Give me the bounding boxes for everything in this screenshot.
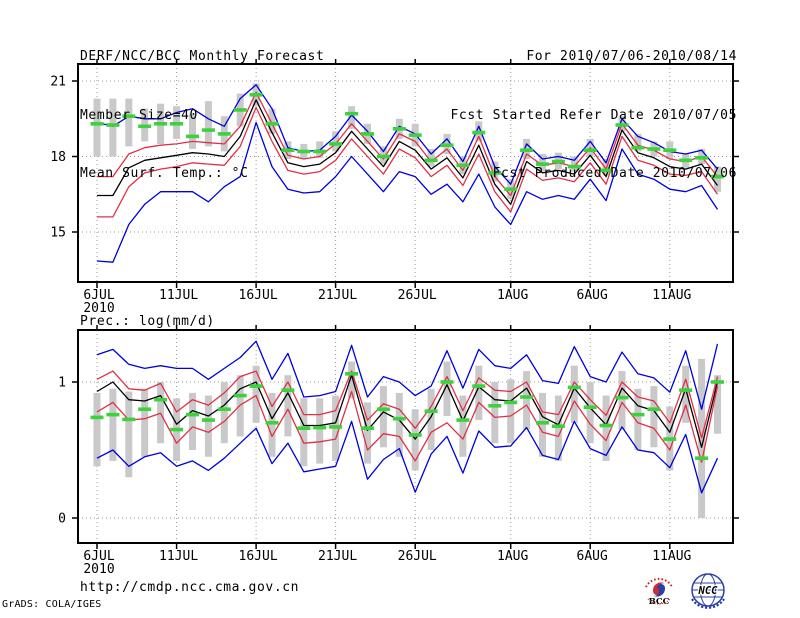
refer-date-label: Fcst Started Refer Date 2010/07/05 — [450, 107, 737, 123]
prec-ensemble-max-line — [96, 340, 719, 410]
prec-frame — [77, 329, 734, 544]
ncc-logo-wreath — [691, 598, 725, 609]
prec-xtick-sublabel: 2010 — [83, 562, 114, 577]
grads-credit: GrADS: COLA/IGES — [2, 599, 102, 610]
temp-observation-dashes — [90, 93, 724, 191]
prec-panel-title: Prec.: log(mm/d) — [80, 314, 215, 329]
prec-ensemble-mean-line — [96, 374, 719, 448]
temp-gridlines — [78, 64, 733, 282]
temp-spread-lower-line — [97, 106, 719, 218]
temp-xtick-label: 1AUG — [497, 288, 528, 303]
temp-xtick-label: 16JUL — [239, 288, 278, 303]
temp-ytick-label: 21 — [50, 75, 66, 90]
prec-observation-dashes — [90, 372, 724, 460]
produced-date-label: Fcst Produced Date 2010/07/06 — [492, 166, 737, 181]
temp-xtick-label: 6AUG — [577, 288, 608, 303]
temp-chart-title: Mean Surf. Temp.: °C — [80, 166, 249, 181]
temp-ytick-label: 18 — [50, 150, 66, 165]
bcc-logo-blue-swirl — [653, 583, 666, 597]
forecast-range-label: For 2010/07/06-2010/08/14 — [526, 49, 737, 64]
temp-tick-marks — [72, 59, 739, 288]
temp-ensemble-min-line — [96, 121, 719, 263]
prec-spread-lower-line — [96, 385, 719, 463]
prec-xtick-label: 26JUL — [398, 549, 437, 564]
temp-xtick-label: 11AUG — [652, 288, 691, 303]
prec-tick-marks — [72, 325, 739, 549]
temp-xtick-label: 26JUL — [398, 288, 437, 303]
prec-ytick-label: 0 — [58, 512, 66, 527]
prec-xtick-label: 11AUG — [652, 549, 691, 564]
temp-ensemble-mean-line — [97, 99, 719, 205]
prec-spread-upper-line — [96, 370, 719, 439]
temp-ensemble-max-line — [96, 84, 718, 185]
prec-xtick-label: 11JUL — [159, 549, 198, 564]
report-title: DERF/NCC/BCC Monthly Forecast — [80, 49, 325, 64]
temp-frame — [77, 63, 734, 283]
temp-xtick-label: 21JUL — [318, 288, 357, 303]
ncc-logo: NCC — [691, 573, 725, 609]
temp-xtick-sublabel: 2010 — [83, 301, 114, 316]
member-size-label: Member Size=40 — [80, 107, 198, 123]
prec-xtick-label: 21JUL — [318, 549, 357, 564]
temp-ytick-label: 15 — [50, 226, 66, 241]
temp-xtick-label: 6JUL — [83, 288, 114, 303]
bcc-logo-label: BCC — [649, 597, 670, 607]
header-right: For 2010/07/06-2010/08/14 Fcst Started R… — [450, 8, 737, 223]
prec-xtick-label: 16JUL — [239, 549, 278, 564]
prec-xtick-label: 6AUG — [577, 549, 608, 564]
bcc-logo-top-arc-text — [645, 577, 673, 588]
prec-xtick-label: 1AUG — [497, 549, 528, 564]
temp-xtick-label: 11JUL — [159, 288, 198, 303]
bcc-logo: BCC — [641, 573, 677, 609]
prec-xtick-label: 6JUL — [83, 549, 114, 564]
header-left: DERF/NCC/BCC Monthly Forecast Member Siz… — [80, 8, 324, 223]
prec-ensemble-min-line — [96, 420, 719, 494]
temp-spread-upper-line — [97, 91, 719, 197]
prec-ytick-label: 1 — [58, 376, 66, 391]
ncc-logo-label: NCC — [698, 585, 719, 597]
prec-spread-bars — [93, 358, 721, 518]
source-url: http://cmdp.ncc.cma.gov.cn — [80, 580, 300, 595]
